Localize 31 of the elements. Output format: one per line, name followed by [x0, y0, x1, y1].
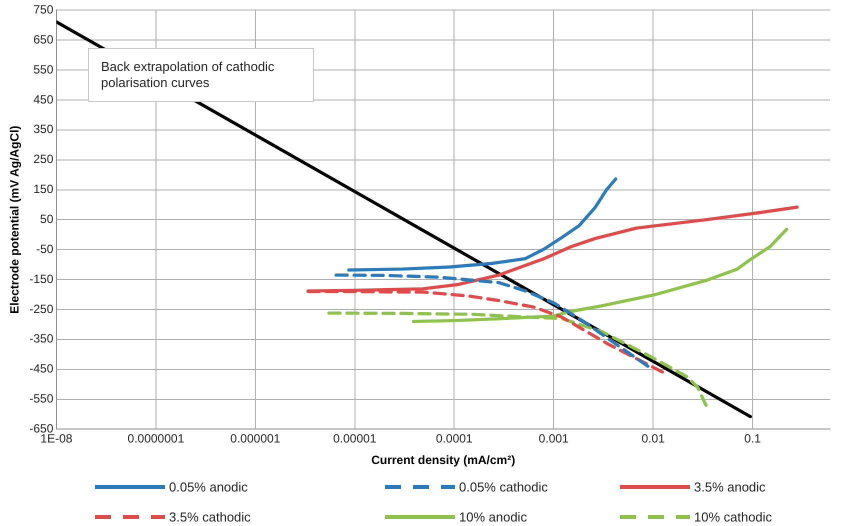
legend-label: 10% anodic [459, 510, 528, 525]
x-tick-label: 1E-08 [40, 432, 73, 446]
y-tick-label: 350 [33, 122, 54, 136]
x-tick-label: 0.000001 [230, 432, 281, 446]
x-tick-label: 0.00001 [333, 432, 377, 446]
y-tick-label: -250 [29, 302, 54, 316]
x-tick-label: 0.1 [744, 432, 762, 446]
y-tick-label: -350 [29, 332, 54, 346]
y-tick-label: 150 [33, 182, 54, 196]
y-tick-label: 550 [33, 62, 54, 76]
y-tick-label: 50 [40, 212, 54, 226]
y-tick-label: -150 [29, 272, 54, 286]
y-tick-label: -450 [29, 362, 54, 376]
callout-box: Back extrapolation of cathodic polarisation curves [88, 48, 314, 102]
y-tick-label: -50 [36, 242, 54, 256]
x-tick-label: 0.001 [538, 432, 570, 446]
legend-label: 0.05% cathodic [459, 480, 548, 495]
y-tick-label: 750 [33, 2, 54, 17]
legend-label: 3.5% cathodic [169, 510, 252, 525]
x-tick-label: 0.0001 [436, 432, 473, 446]
x-tick-label: 0.0000001 [128, 432, 185, 446]
y-tick-label: 650 [33, 32, 54, 46]
y-tick-label: -550 [29, 392, 54, 406]
legend-label: 3.5% anodic [694, 480, 766, 495]
y-tick-label: 250 [33, 152, 54, 166]
legend-label: 10% cathodic [694, 510, 773, 525]
y-axis-title: Electrode potential (mV Ag/AgCl) [8, 126, 22, 314]
y-tick-label: 450 [33, 92, 54, 106]
x-axis-title: Current density (mA/cm²) [371, 453, 516, 468]
legend-label: 0.05% anodic [169, 480, 248, 495]
x-tick-label: 0.01 [641, 432, 666, 446]
